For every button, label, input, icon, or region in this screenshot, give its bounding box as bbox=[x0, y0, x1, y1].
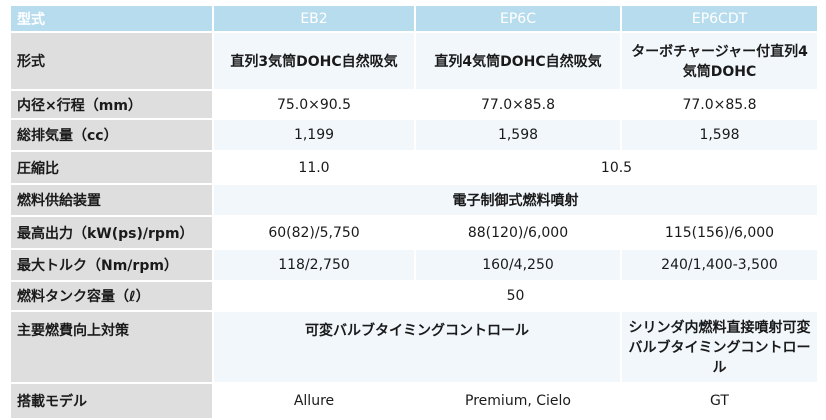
row-displacement-ep6c: 1,598 bbox=[416, 120, 622, 152]
row-bore-stroke-label: 内径×行程（mm） bbox=[11, 91, 214, 120]
header-eb2: EB2 bbox=[214, 6, 416, 33]
header-ep6cdt: EP6CDT bbox=[622, 6, 819, 33]
row-tank-value: 50 bbox=[214, 282, 819, 312]
row-tank-label: 燃料タンク容量（ℓ） bbox=[11, 282, 214, 312]
row-format-label: 形式 bbox=[11, 33, 214, 91]
row-max-power-label: 最高出力（kW(ps)/rpm） bbox=[11, 217, 214, 250]
row-compression: 圧縮比 11.0 10.5 bbox=[11, 152, 819, 185]
row-fuel-economy-na: 可変バルブタイミングコントロール bbox=[214, 312, 622, 384]
row-model-ep6c: Premium, Cielo bbox=[416, 384, 622, 420]
row-max-torque-label: 最大トルク（Nm/rpm） bbox=[11, 250, 214, 282]
row-bore-stroke-eb2: 75.0×90.5 bbox=[214, 91, 416, 120]
row-max-power-ep6cdt: 115(156)/6,000 bbox=[622, 217, 819, 250]
row-bore-stroke-ep6cdt: 77.0×85.8 bbox=[622, 91, 819, 120]
row-tank: 燃料タンク容量（ℓ） 50 bbox=[11, 282, 819, 312]
row-model-eb2: Allure bbox=[214, 384, 416, 420]
row-displacement-ep6cdt: 1,598 bbox=[622, 120, 819, 152]
row-max-power-ep6c: 88(120)/6,000 bbox=[416, 217, 622, 250]
row-max-power: 最高出力（kW(ps)/rpm） 60(82)/5,750 88(120)/6,… bbox=[11, 217, 819, 250]
header-row: 型式 EB2 EP6C EP6CDT bbox=[11, 6, 819, 33]
row-displacement-eb2: 1,199 bbox=[214, 120, 416, 152]
header-ep6c: EP6C bbox=[416, 6, 622, 33]
row-bore-stroke-ep6c: 77.0×85.8 bbox=[416, 91, 622, 120]
row-model: 搭載モデル Allure Premium, Cielo GT bbox=[11, 384, 819, 420]
row-fuel-economy: 主要燃費向上対策 可変バルブタイミングコントロール シリンダ内燃料直接噴射可変バ… bbox=[11, 312, 819, 384]
row-model-ep6cdt: GT bbox=[622, 384, 819, 420]
row-max-torque-ep6cdt: 240/1,400-3,500 bbox=[622, 250, 819, 282]
row-format-ep6c: 直列4気筒DOHC自然吸気 bbox=[416, 33, 622, 91]
row-format: 形式 直列3気筒DOHC自然吸気 直列4気筒DOHC自然吸気 ターボチャージャー… bbox=[11, 33, 819, 91]
engine-spec-table: 型式 EB2 EP6C EP6CDT 形式 直列3気筒DOHC自然吸気 直列4気… bbox=[11, 6, 819, 420]
row-max-power-eb2: 60(82)/5,750 bbox=[214, 217, 416, 250]
header-label: 型式 bbox=[11, 6, 214, 33]
row-model-label: 搭載モデル bbox=[11, 384, 214, 420]
row-bore-stroke: 内径×行程（mm） 75.0×90.5 77.0×85.8 77.0×85.8 bbox=[11, 91, 819, 120]
row-fuel-economy-turbo: シリンダ内燃料直接噴射可変バルブタイミングコントロール bbox=[622, 312, 819, 384]
row-fuel-system-label: 燃料供給装置 bbox=[11, 185, 214, 217]
row-compression-eb2: 11.0 bbox=[214, 152, 416, 185]
row-fuel-system-value: 電子制御式燃料噴射 bbox=[214, 185, 819, 217]
row-max-torque-eb2: 118/2,750 bbox=[214, 250, 416, 282]
row-max-torque-ep6c: 160/4,250 bbox=[416, 250, 622, 282]
row-max-torque: 最大トルク（Nm/rpm） 118/2,750 160/4,250 240/1,… bbox=[11, 250, 819, 282]
row-fuel-system: 燃料供給装置 電子制御式燃料噴射 bbox=[11, 185, 819, 217]
row-displacement-label: 総排気量（cc） bbox=[11, 120, 214, 152]
row-displacement: 総排気量（cc） 1,199 1,598 1,598 bbox=[11, 120, 819, 152]
row-format-ep6cdt: ターボチャージャー付直列4気筒DOHC bbox=[622, 33, 819, 91]
row-fuel-economy-label: 主要燃費向上対策 bbox=[11, 312, 214, 384]
row-compression-label: 圧縮比 bbox=[11, 152, 214, 185]
row-compression-ep6: 10.5 bbox=[416, 152, 819, 185]
row-format-eb2: 直列3気筒DOHC自然吸気 bbox=[214, 33, 416, 91]
